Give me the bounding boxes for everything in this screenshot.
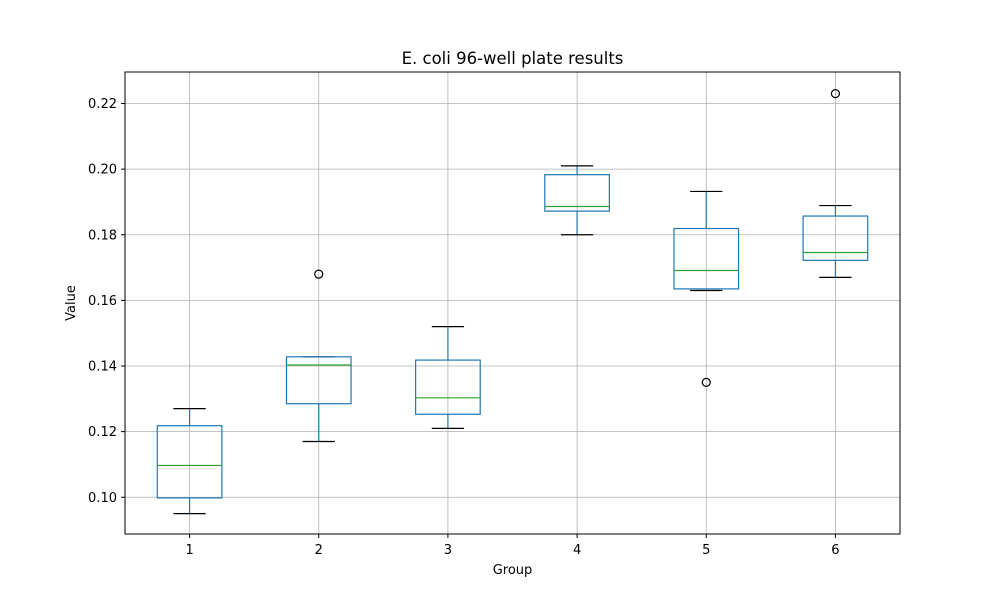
- chart-title: E. coli 96-well plate results: [402, 49, 624, 68]
- outlier-point: [701, 377, 711, 388]
- box-iqr: [285, 356, 352, 405]
- x-tick-label: 3: [444, 543, 452, 558]
- tick-layer: 0.10 0.12 0.14 0.16 0.18 0.20 0.22 1 2 3 4 5 6: [88, 97, 840, 558]
- x-tick-label: 6: [831, 543, 839, 558]
- box-iqr: [415, 359, 481, 415]
- outlier-point: [314, 269, 324, 279]
- y-tick-label: 0.16: [88, 294, 117, 309]
- outlier-point: [830, 89, 841, 99]
- box-iqr: [802, 215, 869, 261]
- x-tick-label: 4: [573, 543, 581, 558]
- box-iqr: [156, 425, 223, 499]
- box-iqr: [673, 227, 740, 290]
- x-tick-label: 2: [315, 543, 323, 558]
- x-tick-label: 1: [185, 543, 193, 558]
- grid-layer: [125, 72, 900, 534]
- x-tick-label: 5: [702, 543, 710, 558]
- y-tick-label: 0.10: [88, 491, 117, 506]
- box-layer: [156, 89, 869, 515]
- y-tick-label: 0.12: [88, 425, 117, 440]
- y-tick-label: 0.18: [88, 228, 117, 243]
- x-axis-label: Group: [493, 563, 533, 578]
- y-tick-label: 0.20: [88, 163, 117, 178]
- plot-area-frame: [124, 71, 901, 535]
- y-axis-label: Value: [64, 285, 79, 321]
- y-tick-label: 0.14: [88, 360, 117, 375]
- y-tick-label: 0.22: [88, 97, 117, 112]
- box-iqr: [544, 174, 610, 212]
